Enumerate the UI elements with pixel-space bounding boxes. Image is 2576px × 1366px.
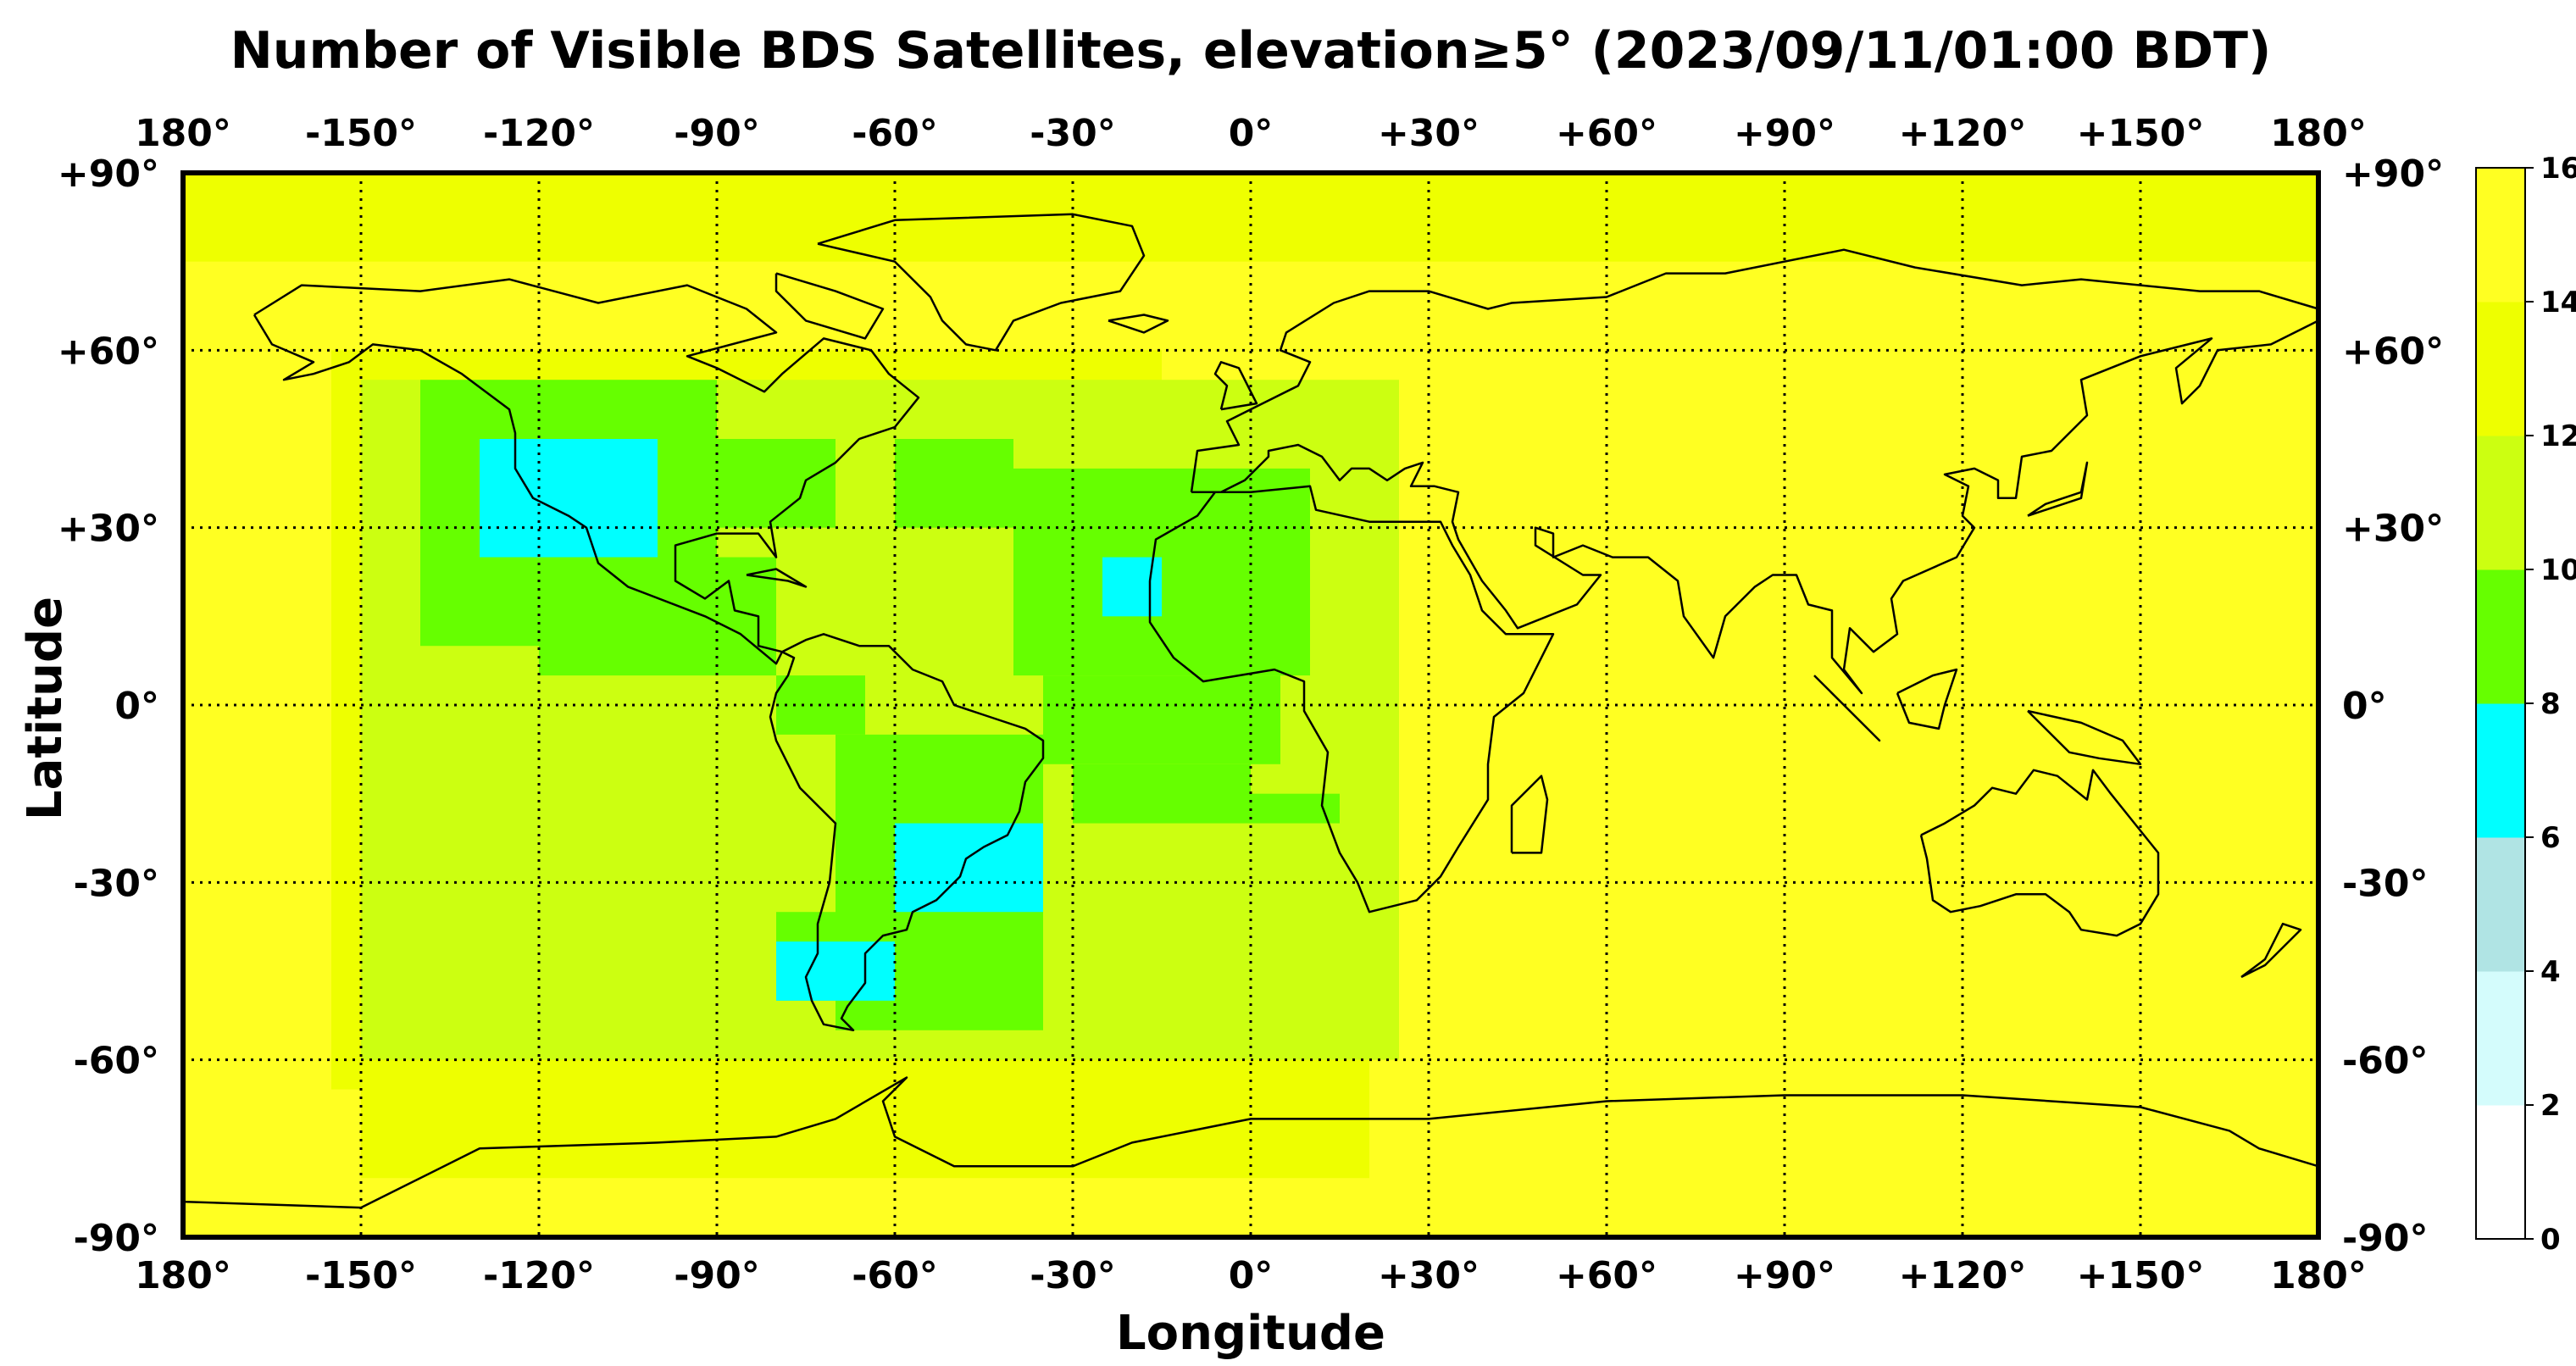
coastline-japan [2027,461,2089,517]
y-tick-label-right: +30° [2342,508,2444,551]
x-tick-label-top: -90° [674,112,760,155]
coastline-africa [1148,485,1555,913]
y-tick-label-right: -30° [2342,862,2429,905]
coastline-eurasia [1190,248,2320,695]
colorbar-tick-label: 0 [2540,1223,2561,1257]
x-tick-label-bottom: -90° [674,1254,760,1297]
x-tick-labels-bottom: 180° -150° -120° -90° -60° -30° 0° +30° +60° +90°… [135,1254,2367,1297]
colorbar-tick-label: 6 [2540,821,2561,855]
field-cell-3 [361,1059,1369,1179]
colorbar-tick-label: 10 [2540,553,2576,587]
x-tick-label-top: 0° [1229,112,1274,155]
coastlines [182,213,2320,1209]
field-cell-7 [539,557,776,676]
coastline-sumatra [1813,675,1881,742]
field-cell-19 [776,941,895,1001]
colorbar-band [2476,971,2525,1106]
coastline-cuba [746,568,808,588]
y-tick-labels-left: +90° +60° +30° 0° -30° -60° -90° [58,153,159,1260]
y-tick-label-left: +90° [58,153,159,196]
colorbar-tick-label: 2 [2540,1089,2561,1123]
x-tick-label-top: +60° [1556,112,1657,155]
colorbar-band [2476,703,2525,838]
x-tick-label-bottom: -120° [483,1254,595,1297]
field-cell-18 [895,823,1043,913]
x-tick-label-bottom: 180° [135,1254,231,1297]
colorbar-tick-label: 14 [2540,286,2576,319]
y-axis-label: Latitude [18,597,73,820]
colorbar-tick-label: 4 [2540,955,2561,989]
x-tick-label-bottom: 0° [1229,1254,1274,1297]
y-tick-label-right: -60° [2342,1040,2429,1083]
colorbar-band [2476,1105,2525,1240]
x-tick-label-top: -120° [483,112,595,155]
y-tick-label-right: 0° [2342,685,2387,728]
coastline-baffin [774,272,885,340]
field-cell-16 [1251,793,1340,824]
y-tick-label-left: -30° [74,862,160,905]
x-tick-label-bottom: +30° [1378,1254,1480,1297]
x-tick-label-bottom: -30° [1030,1254,1116,1297]
colorbar-band [2476,168,2525,303]
x-tick-label-bottom: +60° [1556,1254,1657,1297]
y-tick-label-left: -90° [74,1217,160,1260]
y-tick-label-left: -60° [74,1040,160,1083]
plot-frame [180,170,2321,1240]
x-tick-label-top: +30° [1378,112,1480,155]
y-tick-labels-right: +90° +60° +30° 0° -30° -60° -90° [2342,153,2444,1260]
x-tick-label-top: +120° [1899,112,2027,155]
y-tick-label-right: +90° [2342,153,2444,196]
x-tick-label-bottom: +150° [2077,1254,2205,1297]
x-tick-label-top: +150° [2077,112,2205,155]
coastline-greenland [817,213,1146,352]
field-cell-13 [1073,764,1251,824]
x-tick-label-top: 180° [2270,112,2367,155]
colorbar-band [2476,837,2525,972]
y-tick-label-left: +60° [58,330,159,373]
x-tick-label-bottom: +120° [1899,1254,2027,1297]
x-tick-label-top: -30° [1030,112,1116,155]
x-tick-label-top: -150° [305,112,417,155]
coastline-new-zealand [2240,922,2302,979]
colorbar-band [2476,302,2525,436]
x-tick-label-top: 180° [135,112,231,155]
colorbar: 0 2 4 6 8 10 12 14 16 [2475,152,2576,1257]
x-tick-label-top: -60° [852,112,938,155]
coastline-north-america [253,278,920,665]
x-tick-label-bottom: 180° [2270,1254,2367,1297]
colorbar-tick-label: 16 [2540,152,2576,186]
y-tick-label-right: -90° [2342,1217,2429,1260]
x-tick-label-bottom: -150° [305,1254,417,1297]
coastline-south-america [769,633,1045,1032]
chart-title: Number of Visible BDS Satellites, elevat… [230,21,2272,81]
x-tick-labels-top: 180° -150° -120° -90° -60° -30° 0° +30° +60° +90°… [135,112,2367,155]
coastline-uk [1213,361,1258,411]
y-tick-label-right: +60° [2342,330,2444,373]
field-cell-14 [717,439,836,528]
field-cell-12 [1043,675,1280,764]
coastline-borneo [1896,668,1958,730]
x-tick-label-bottom: -60° [852,1254,938,1297]
x-tick-label-bottom: +90° [1734,1254,1835,1297]
coastline-iceland [1108,314,1169,334]
colorbar-band [2476,569,2525,704]
colorbar-tick-label: 8 [2540,687,2561,721]
y-tick-label-left: +30° [58,508,159,551]
coastline-new-guinea [2027,709,2142,766]
colorbar-tick-label: 12 [2540,419,2576,453]
coastline-madagascar [1510,775,1549,854]
field-cell-17 [480,439,658,558]
y-tick-label-left: 0° [114,685,159,728]
field-cell-15 [895,439,1013,528]
gridlines [183,173,2318,1237]
colorbar-band [2476,436,2525,570]
x-axis-label: Longitude [1116,1306,1385,1361]
x-tick-label-top: +90° [1734,112,1835,155]
coastline-australia [1919,769,2160,937]
